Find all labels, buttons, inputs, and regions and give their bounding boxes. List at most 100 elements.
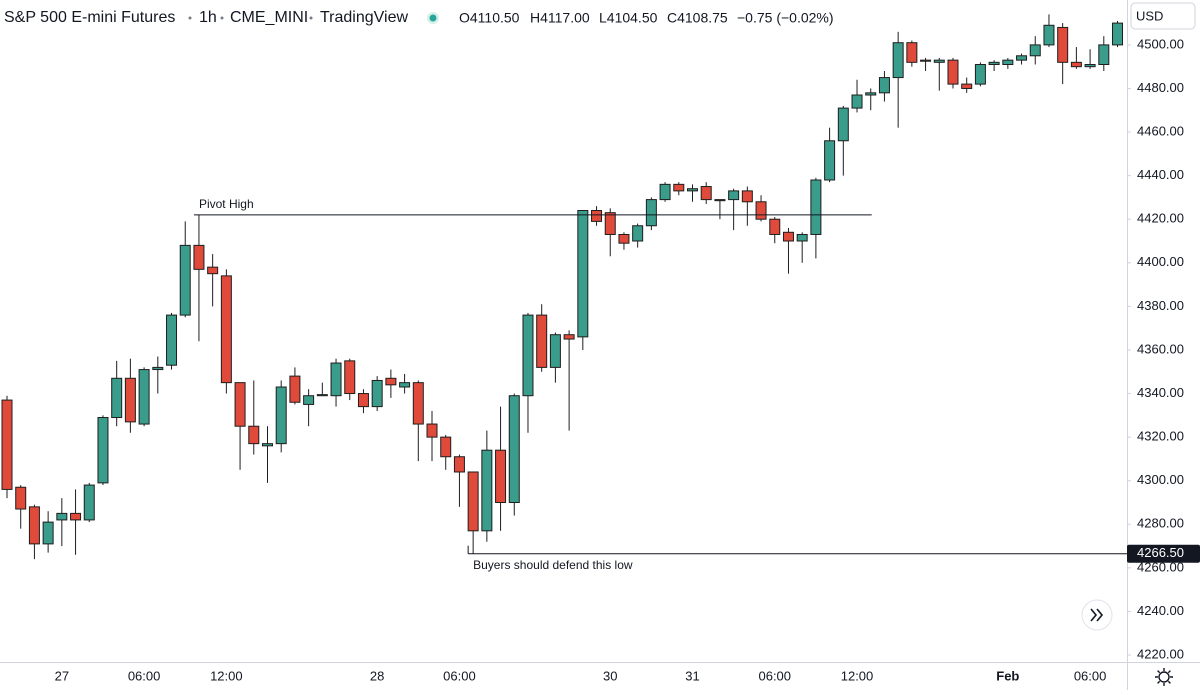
y-tick-label: 4420.00	[1137, 211, 1184, 226]
x-tick-label: 12:00	[210, 668, 243, 683]
candle-body	[536, 314, 548, 368]
candle-body	[289, 375, 301, 403]
x-tick-label: 06:00	[1074, 668, 1107, 683]
candle-body	[988, 61, 1000, 66]
currency[interactable]: USD	[1136, 8, 1163, 23]
x-tick-label: 12:00	[841, 668, 874, 683]
candle-body	[810, 179, 822, 235]
candle-body	[1057, 26, 1069, 63]
y-tick-label: 4380.00	[1137, 298, 1184, 313]
candle-body	[261, 443, 273, 447]
y-tick-label: 4260.00	[1137, 559, 1184, 574]
y-tick-label: 4220.00	[1137, 646, 1184, 661]
candle-body	[453, 456, 465, 473]
candle-body	[865, 92, 877, 96]
candle-body	[344, 360, 356, 395]
currency-button[interactable]	[1130, 2, 1196, 30]
y-tick-label: 4240.00	[1137, 603, 1184, 618]
candle-body	[522, 314, 534, 397]
x-tick-label: 06:00	[128, 668, 161, 683]
candle-body	[412, 382, 424, 425]
price-label: 4266.50	[1137, 545, 1184, 560]
y-tick-label: 4360.00	[1137, 341, 1184, 356]
annotation-text: Buyers should defend this low	[473, 558, 633, 572]
candle-body	[824, 140, 836, 181]
annotation-text: Pivot High	[199, 197, 254, 211]
x-tick-label: 27	[55, 668, 69, 683]
ohlc-change: −0.75 (−0.02%)	[737, 10, 834, 26]
candle-body	[878, 77, 890, 94]
candle-body	[1002, 59, 1014, 66]
candle-body	[330, 362, 342, 397]
y-tick-label: 4480.00	[1137, 80, 1184, 95]
symbol-title: S&P 500 E-mini Futures	[4, 9, 175, 26]
candle-body	[1, 399, 13, 490]
candle-body	[591, 209, 603, 222]
y-tick-label: 4320.00	[1137, 429, 1184, 444]
candle-body	[1084, 64, 1096, 68]
ohlc-open: O4110.50	[459, 10, 520, 26]
y-tick-label: 4440.00	[1137, 167, 1184, 182]
candle-body	[495, 449, 507, 503]
candle-body	[234, 382, 246, 427]
y-tick-label: 4340.00	[1137, 385, 1184, 400]
candle-body	[399, 382, 411, 388]
x-tick-label: 30	[603, 668, 617, 683]
candle-body	[15, 486, 27, 510]
candle-body	[371, 379, 383, 408]
candle-body	[632, 225, 644, 242]
candle-body	[906, 42, 918, 63]
price-label-box	[1127, 544, 1200, 563]
candle-body	[316, 394, 328, 397]
settings-icon[interactable]	[1155, 668, 1173, 686]
candle-body	[440, 436, 452, 458]
candle-body	[426, 423, 438, 438]
x-tick-label: 06:00	[443, 668, 476, 683]
candle-body	[467, 471, 479, 532]
candle-body	[961, 83, 973, 89]
candle-body	[1098, 44, 1110, 66]
candle-body	[56, 512, 68, 521]
candle-body	[577, 209, 589, 338]
y-tick-label: 4300.00	[1137, 472, 1184, 487]
y-tick-label: 4280.00	[1137, 516, 1184, 531]
candle-body	[755, 201, 767, 220]
candle-body	[741, 190, 753, 203]
candle-body	[207, 266, 219, 275]
candle-body	[714, 199, 726, 202]
candle-body	[97, 417, 109, 484]
separator	[188, 16, 192, 20]
candle-body	[563, 334, 575, 340]
candle-body	[111, 377, 123, 419]
exchange: CME_MINI	[230, 9, 308, 26]
candle-body	[933, 59, 945, 63]
ohlc-high: H4117.00	[530, 10, 590, 26]
candle-body	[974, 64, 986, 85]
source: TradingView	[320, 9, 408, 26]
candle-body	[303, 395, 315, 405]
candle-body	[700, 186, 712, 201]
candle-body	[28, 506, 40, 545]
candle-body	[837, 107, 849, 142]
candle-body	[728, 190, 740, 201]
candle-body	[687, 188, 698, 192]
candle-body	[1070, 61, 1082, 68]
x-tick-label: Feb	[996, 668, 1019, 683]
candle-body	[508, 395, 520, 503]
separator	[309, 16, 313, 20]
candle-body	[179, 244, 191, 316]
candle-body	[782, 231, 794, 242]
interval: 1h	[199, 9, 217, 26]
status-dot	[429, 14, 437, 22]
candle-body	[604, 212, 616, 235]
x-tick-label: 06:00	[758, 668, 791, 683]
candle-body	[166, 314, 178, 366]
header: S&P 500 E-mini Futures 1h CME_MINI Tradi…	[4, 9, 834, 26]
candle-body	[892, 42, 904, 79]
y-tick-label: 4400.00	[1137, 254, 1184, 269]
x-tick-label: 31	[685, 668, 699, 683]
scroll-icon[interactable]	[1090, 608, 1104, 622]
candle-body	[152, 366, 164, 371]
